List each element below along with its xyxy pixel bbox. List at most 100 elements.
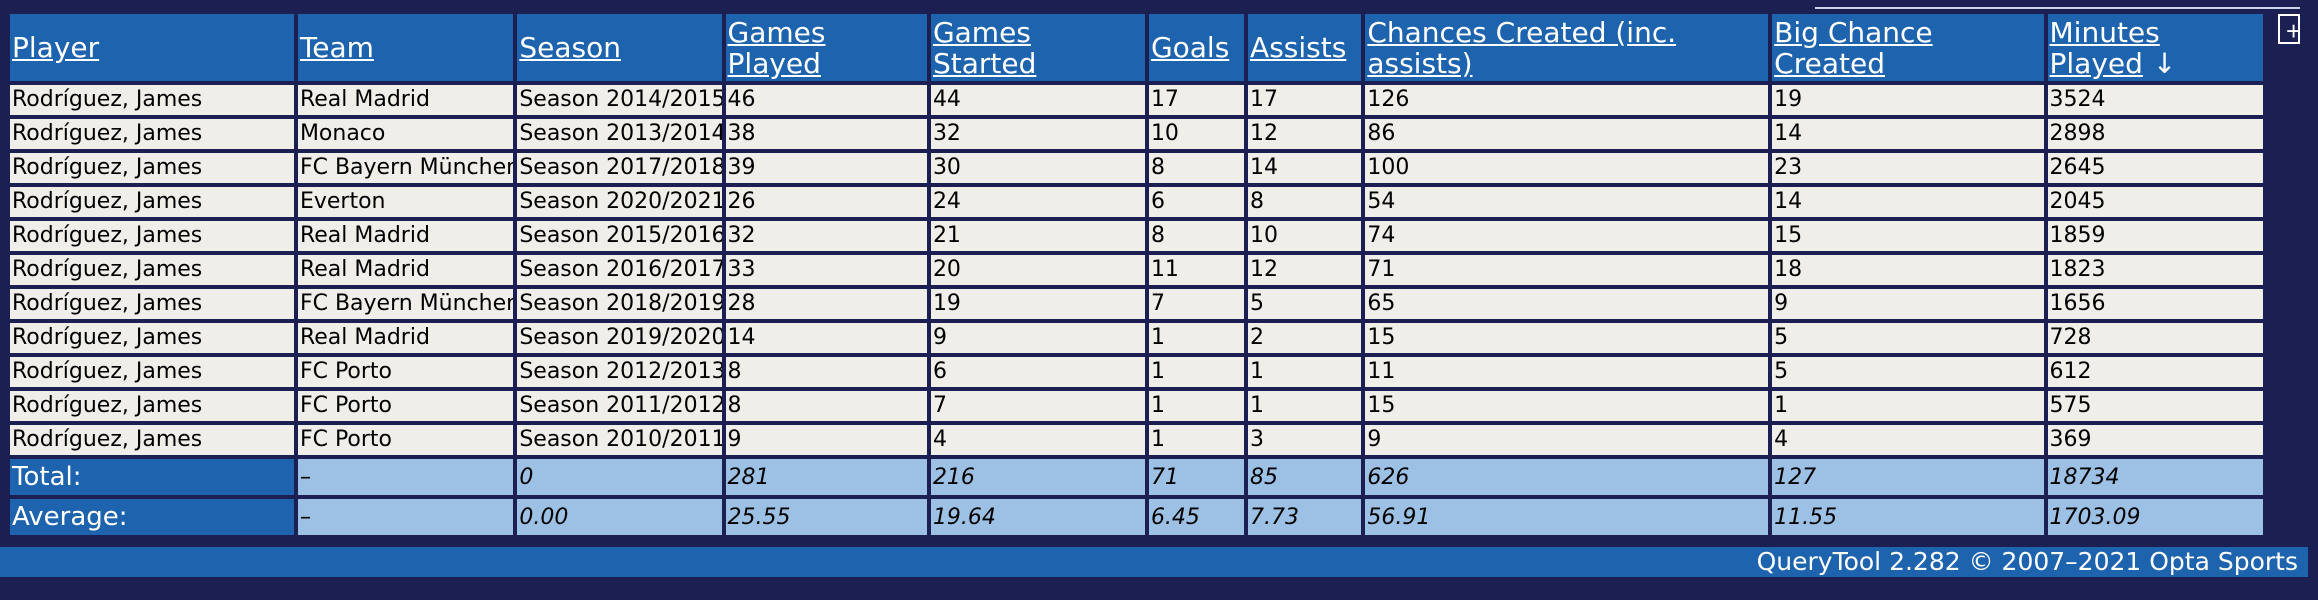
table-cell: 7	[930, 391, 1145, 421]
table-cell: 9	[1365, 425, 1769, 455]
table-cell: FC Bayern München	[297, 153, 514, 183]
table-cell: 12	[1248, 119, 1362, 149]
table-cell: 8	[1248, 187, 1362, 217]
summary-cell: 71	[1148, 459, 1245, 495]
expand-button[interactable]: +	[2278, 14, 2301, 45]
table-cell: Rodríguez, James	[10, 255, 294, 285]
table-cell: 10	[1148, 119, 1245, 149]
column-header-label[interactable]: Goals	[1150, 31, 1230, 64]
table-row: Rodríguez, James FC Bayern München Season …	[10, 153, 2263, 183]
table-cell: 11	[1148, 255, 1245, 285]
column-header-assists[interactable]: Assists	[1248, 14, 1362, 81]
table-cell: Season 2020/2021	[517, 187, 722, 217]
table-cell: Season 2015/2016	[517, 221, 722, 251]
table-cell: 728	[2047, 323, 2263, 353]
table-cell: Monaco	[297, 119, 514, 149]
table-row: Rodríguez, James FC Porto Season 2010/2011…	[10, 425, 2263, 455]
table-cell: Real Madrid	[297, 221, 514, 251]
column-header-games-played[interactable]: Games Played	[725, 14, 927, 81]
table-cell: 575	[2047, 391, 2263, 421]
footer-credit: QueryTool 2.282 © 2007–2021 Opta Sports	[0, 547, 2308, 577]
table-cell: 8	[725, 357, 927, 387]
column-header-big-chance-created[interactable]: Big Chance Created	[1772, 14, 2044, 81]
table-cell: 33	[725, 255, 927, 285]
table-cell: 1823	[2047, 255, 2263, 285]
table-cell: 39	[725, 153, 927, 183]
table-cell: 14	[725, 323, 927, 353]
summary-cell: 25.55	[725, 499, 927, 535]
table-cell: 9	[1772, 289, 2044, 319]
table-cell: Everton	[297, 187, 514, 217]
column-header-label[interactable]: Assists	[1250, 31, 1347, 64]
table-row: Rodríguez, James Real Madrid Season 2016/2…	[10, 255, 2263, 285]
table-cell: Rodríguez, James	[10, 391, 294, 421]
table-cell: Season 2010/2011	[517, 425, 722, 455]
table-cell: 1	[1248, 391, 1362, 421]
column-header-label[interactable]: Team	[299, 31, 374, 64]
table-cell: 9	[930, 323, 1145, 353]
table-row: Rodríguez, James Real Madrid Season 2014/2…	[10, 85, 2263, 115]
total-row: Total: –0 281 216 71 85 626 127 18734	[10, 459, 2263, 495]
column-header-minutes-played[interactable]: Minutes Played ↓	[2047, 14, 2263, 81]
table-cell: FC Porto	[297, 391, 514, 421]
table-cell: 5	[1248, 289, 1362, 319]
table-cell: 2898	[2047, 119, 2263, 149]
table-row: Rodríguez, James Real Madrid Season 2019/2…	[10, 323, 2263, 353]
table-cell: FC Bayern München	[297, 289, 514, 319]
table-cell: Rodríguez, James	[10, 187, 294, 217]
column-header-games-started[interactable]: Games Started	[930, 14, 1145, 81]
column-header-label[interactable]: Games Started	[932, 15, 1037, 80]
summary-cell: –	[297, 499, 514, 535]
table-cell: 1	[1148, 391, 1245, 421]
column-header-label[interactable]: Chances Created (inc. assists)	[1367, 15, 1677, 80]
table-cell: Season 2017/2018	[517, 153, 722, 183]
table-cell: Rodríguez, James	[10, 153, 294, 183]
column-header-player[interactable]: Player	[10, 14, 294, 81]
table-row: Rodríguez, James Everton Season 2020/2021 2…	[10, 187, 2263, 217]
table-cell: Season 2011/2012	[517, 391, 722, 421]
summary-cell: 18734	[2047, 459, 2263, 495]
table-cell: Rodríguez, James	[10, 289, 294, 319]
table-cell: Rodríguez, James	[10, 357, 294, 387]
table-cell: 15	[1365, 323, 1769, 353]
table-cell: 612	[2047, 357, 2263, 387]
column-header-label[interactable]: Big Chance Created	[1774, 15, 1933, 80]
summary-cell: 626	[1365, 459, 1769, 495]
sort-descending-icon[interactable]: ↓	[2152, 46, 2177, 80]
table-cell: 7	[1148, 289, 1245, 319]
table-cell: 100	[1365, 153, 1769, 183]
column-header-label[interactable]: Games Played	[727, 15, 826, 80]
column-header-chances-created[interactable]: Chances Created (inc. assists)	[1365, 14, 1769, 81]
table-cell: Rodríguez, James	[10, 119, 294, 149]
table-cell: 4	[930, 425, 1145, 455]
table-cell: Real Madrid	[297, 255, 514, 285]
table-cell: 3	[1248, 425, 1362, 455]
table-cell: 17	[1248, 85, 1362, 115]
table-cell: 2	[1248, 323, 1362, 353]
column-header-team[interactable]: Team	[297, 14, 514, 81]
stats-table: Player Team Season Games Played Games St…	[6, 10, 2267, 539]
table-cell: Real Madrid	[297, 85, 514, 115]
summary-cell: –	[297, 459, 514, 495]
summary-cell: 19.64	[930, 499, 1145, 535]
table-cell: Real Madrid	[297, 323, 514, 353]
column-header-label[interactable]: Season	[519, 31, 621, 64]
column-header-season[interactable]: Season	[517, 14, 722, 81]
table-cell: 74	[1365, 221, 1769, 251]
column-header-label[interactable]: Minutes Played	[2049, 15, 2160, 80]
summary-cell: 7.73	[1248, 499, 1362, 535]
column-header-goals[interactable]: Goals	[1148, 14, 1245, 81]
table-cell: 86	[1365, 119, 1769, 149]
table-row: Rodríguez, James FC Porto Season 2011/2012…	[10, 391, 2263, 421]
summary-cell: 0.00	[517, 499, 722, 535]
average-row: Average: –0.00 25.55 19.64 6.45 7.73 56.91 11.5…	[10, 499, 2263, 535]
table-cell: 19	[930, 289, 1145, 319]
summary-cell: 56.91	[1365, 499, 1769, 535]
top-link-underline	[1815, 0, 2300, 9]
column-header-label[interactable]: Player	[12, 31, 100, 64]
table-cell: 71	[1365, 255, 1769, 285]
table-cell: 19	[1772, 85, 2044, 115]
table-cell: 65	[1365, 289, 1769, 319]
table-cell: 28	[725, 289, 927, 319]
table-cell: 4	[1772, 425, 2044, 455]
